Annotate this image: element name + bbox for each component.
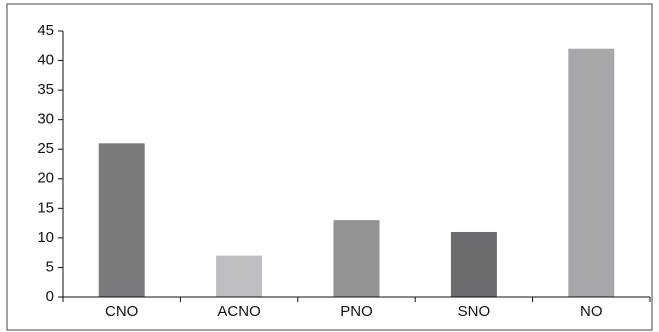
bar-acno [216,255,263,297]
x-tick-label-no: NO [580,303,603,320]
y-tick-label: 0 [46,288,54,305]
chart-frame [6,3,653,331]
x-tick-label-cno: CNO [105,303,138,320]
x-tick-label-acno: ACNO [217,303,260,320]
y-tick-label: 30 [37,111,54,128]
bars-group [98,48,615,297]
x-tick-label-pno: PNO [340,303,373,320]
y-tick-label: 10 [37,229,54,246]
y-tick-label: 5 [46,258,54,275]
x-tick-label-sno: SNO [458,303,491,320]
bar-no [568,48,615,297]
y-tick-label: 45 [37,22,54,39]
bar-cno [98,143,145,297]
y-tick-label: 25 [37,140,54,157]
y-axis-ticks: 0 5 10 15 20 25 30 35 40 45 [37,22,63,305]
y-tick-label: 35 [37,81,54,98]
y-tick-label: 15 [37,199,54,216]
x-axis-ticks: CNO ACNO PNO SNO NO [62,297,651,320]
y-tick-label: 20 [37,170,54,187]
bar-pno [333,220,380,297]
bar-sno [450,231,497,297]
y-tick-label: 40 [37,52,54,69]
